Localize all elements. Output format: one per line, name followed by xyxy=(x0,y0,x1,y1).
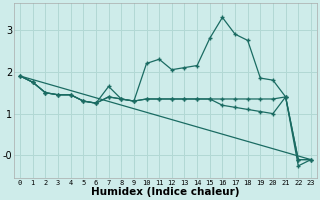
X-axis label: Humidex (Indice chaleur): Humidex (Indice chaleur) xyxy=(91,187,240,197)
